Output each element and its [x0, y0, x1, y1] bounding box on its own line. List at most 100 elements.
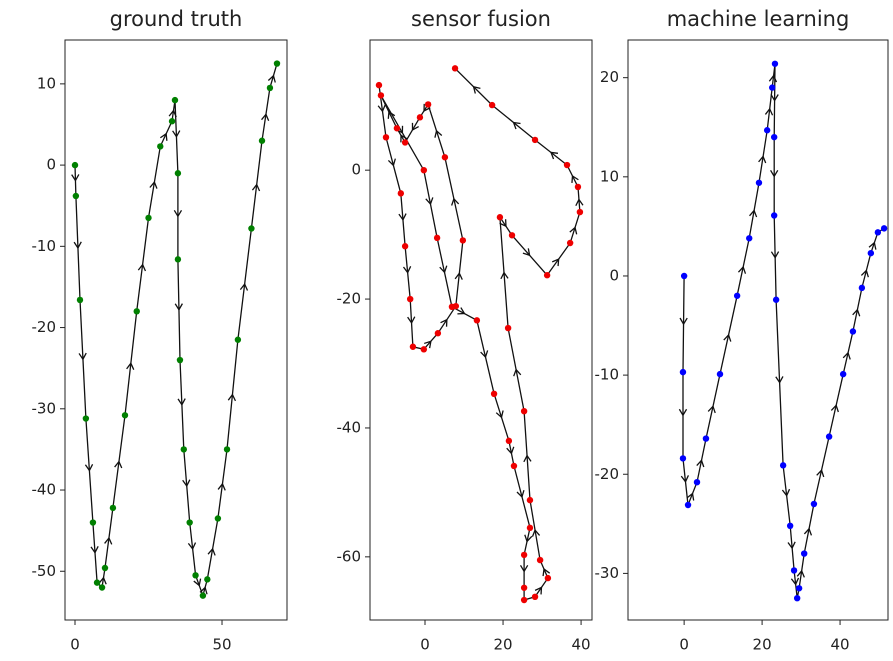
point: [693, 478, 701, 486]
y-tick-label: -40: [32, 481, 57, 499]
arrow-head: [407, 316, 416, 325]
arrow-head: [149, 180, 158, 189]
arrow-head: [251, 183, 261, 192]
x-tick-label: 20: [493, 636, 512, 654]
y-tick-label: 20: [600, 68, 619, 86]
arrow-head: [457, 307, 466, 315]
arrow-head: [400, 134, 408, 143]
point: [473, 317, 481, 324]
arrow-head: [172, 130, 181, 138]
point: [401, 243, 409, 250]
point: [71, 161, 79, 169]
arrow-head: [187, 542, 197, 551]
arrow-head: [472, 85, 481, 94]
arrow-head: [454, 272, 463, 280]
arrow-head: [114, 460, 123, 469]
point: [192, 572, 199, 579]
arrow-head: [781, 488, 791, 497]
arrow-head: [451, 197, 460, 206]
point: [409, 343, 417, 350]
point: [520, 551, 528, 559]
point: [459, 237, 467, 244]
point: [733, 292, 741, 299]
point: [786, 522, 794, 530]
point: [377, 92, 385, 99]
arrow-head: [522, 248, 531, 257]
arrow-head: [842, 351, 851, 360]
point: [795, 585, 803, 592]
y-tick-label: 10: [600, 167, 619, 185]
point: [174, 170, 182, 177]
arrow-head: [679, 317, 688, 326]
arrow-head: [523, 454, 532, 463]
point: [133, 308, 140, 315]
point: [186, 519, 193, 526]
arrow-head: [686, 492, 695, 501]
x-tick-label: 0: [679, 636, 689, 654]
arrow-head: [506, 446, 515, 455]
point: [98, 584, 106, 591]
point: [496, 214, 504, 221]
y-tick-label: -30: [595, 564, 620, 582]
point: [544, 574, 552, 582]
arrow-head: [159, 132, 168, 141]
arrow-head: [423, 103, 431, 112]
arrow-head: [571, 174, 579, 184]
axes-frame: [369, 39, 593, 621]
point: [121, 412, 129, 419]
arrow-head: [770, 94, 779, 102]
arrow-head: [758, 155, 767, 164]
y-tick-label: -20: [595, 465, 620, 483]
point: [684, 501, 692, 509]
arrow-head: [542, 567, 551, 577]
point: [93, 579, 101, 586]
arrow-head: [787, 541, 796, 550]
point: [171, 96, 179, 104]
subplot-title: ground truth: [110, 7, 243, 31]
point: [89, 519, 97, 526]
subplot-title: sensor fusion: [411, 7, 551, 31]
point: [174, 256, 182, 263]
arrow-head: [193, 578, 202, 587]
point: [448, 303, 456, 310]
point: [772, 296, 780, 303]
arrow-head: [770, 169, 779, 178]
point: [223, 446, 231, 453]
arrow-head: [90, 546, 99, 554]
axes-frame: [64, 39, 288, 621]
arrow-head: [513, 368, 522, 377]
point: [101, 564, 109, 572]
arrow-head: [680, 475, 690, 483]
y-tick-label: -30: [32, 399, 57, 417]
point: [880, 225, 888, 232]
arrow-head: [775, 376, 784, 384]
point: [531, 136, 539, 144]
point: [420, 166, 428, 174]
arrow-head: [707, 405, 716, 414]
point: [176, 356, 184, 364]
arrow-head: [852, 308, 861, 317]
arrow-head: [398, 213, 407, 222]
point: [508, 232, 516, 239]
point: [526, 524, 534, 532]
arrow-head: [495, 410, 504, 419]
y-tick-label: -50: [32, 562, 57, 580]
y-tick-label: -10: [595, 366, 620, 384]
arrow-head: [174, 303, 183, 311]
arrow-head: [550, 151, 559, 160]
arrow-head: [104, 536, 113, 545]
point: [375, 81, 383, 89]
arrow-head: [425, 197, 434, 206]
arrow-head: [524, 534, 533, 543]
arrow-head: [749, 209, 758, 218]
point: [839, 370, 847, 378]
point: [769, 84, 776, 91]
x-tick-label: 0: [420, 636, 430, 654]
point: [199, 592, 207, 599]
point: [576, 208, 584, 216]
point: [520, 596, 528, 604]
point: [874, 229, 882, 236]
arrow-head: [512, 121, 521, 130]
arrow-head: [387, 110, 396, 119]
point: [401, 139, 409, 146]
